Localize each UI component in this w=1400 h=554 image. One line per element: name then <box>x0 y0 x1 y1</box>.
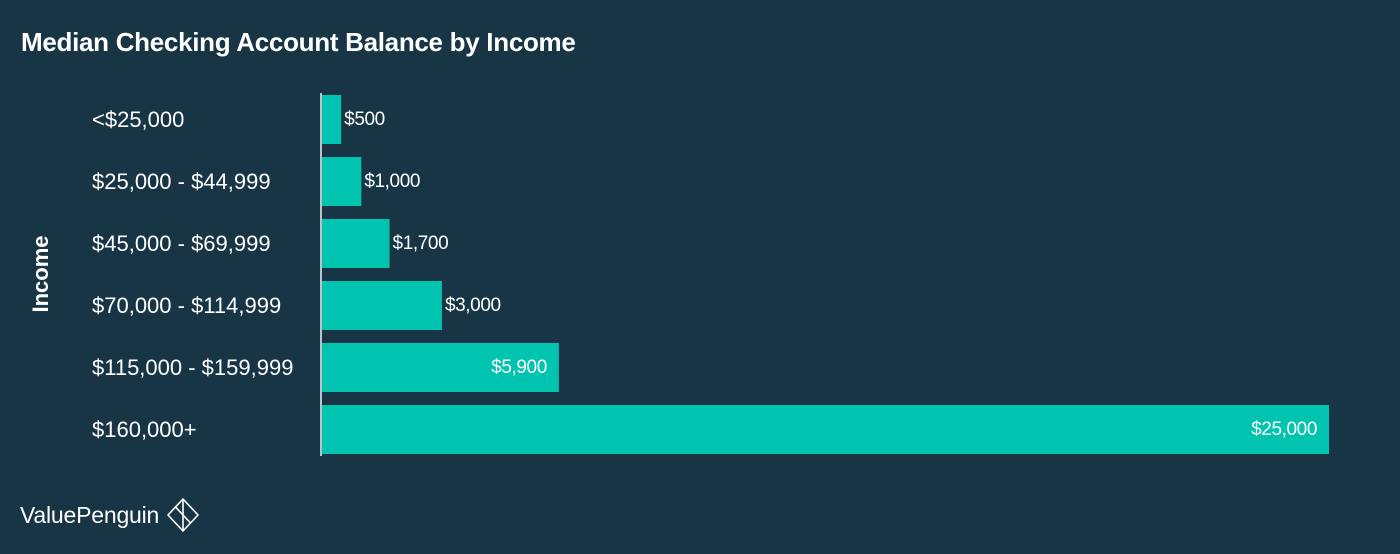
value-label-4: $5,900 <box>491 357 547 378</box>
category-label-1: $25,000 - $44,999 <box>92 169 271 194</box>
value-label-3: $3,000 <box>445 295 501 316</box>
value-label-0: $500 <box>344 109 385 130</box>
penguin-diamond-logo-icon <box>167 498 199 532</box>
bar-3 <box>321 281 442 330</box>
category-label-2: $45,000 - $69,999 <box>92 231 271 256</box>
category-label-3: $70,000 - $114,999 <box>92 293 281 318</box>
value-label-2: $1,700 <box>393 233 449 254</box>
bar-0 <box>321 95 342 144</box>
category-label-4: $115,000 - $159,999 <box>92 355 293 380</box>
value-label-1: $1,000 <box>364 171 420 192</box>
bar-2 <box>321 219 390 268</box>
category-label-5: $160,000+ <box>92 417 197 442</box>
bar-1 <box>321 157 362 206</box>
chart-title: Median Checking Account Balance by Incom… <box>21 27 576 57</box>
bar-5 <box>321 405 1329 454</box>
bar-4 <box>321 343 559 392</box>
category-label-0: <$25,000 <box>92 107 184 132</box>
brand-name: ValuePenguin <box>20 501 160 528</box>
brand-logo: ValuePenguin <box>20 497 201 533</box>
value-label-5: $25,000 <box>1251 419 1317 440</box>
